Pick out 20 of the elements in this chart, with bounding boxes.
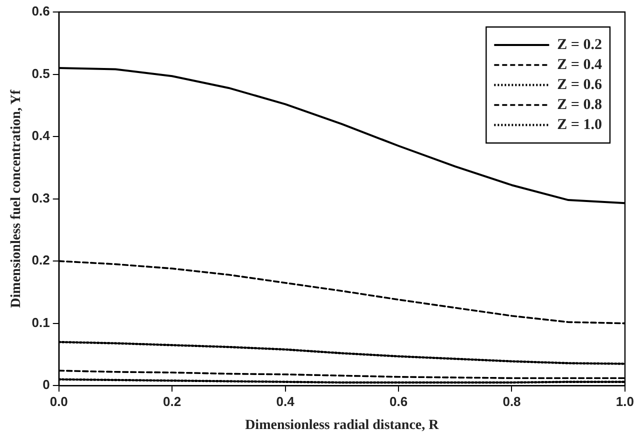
y-tick-label: 0.4	[32, 128, 51, 144]
y-tick-label: 0	[42, 377, 50, 392]
x-tick-label: 0.2	[163, 394, 182, 409]
x-tick-label: 0.6	[389, 394, 408, 409]
x-tick-label: 0.8	[502, 394, 521, 409]
x-axis-title: Dimensionless radial distance, R	[245, 418, 440, 434]
y-tick-label: 0.5	[32, 66, 50, 81]
legend-label: Z = 0.2	[557, 36, 602, 53]
x-tick-label: 0.0	[50, 394, 68, 409]
legend-label: Z = 0.6	[557, 76, 602, 93]
y-tick-label: 0.2	[32, 252, 50, 268]
x-tick-label: 1.0	[616, 394, 634, 409]
y-tick-label: 0.6	[32, 4, 50, 19]
legend-label: Z = 0.8	[557, 96, 602, 113]
legend-label: Z = 0.4	[557, 56, 602, 73]
y-tick-label: 0.3	[32, 190, 50, 206]
y-axis-title: Dimensionless fuel concentration, Yf	[9, 89, 24, 308]
legend-label: Z = 1.0	[557, 116, 602, 133]
y-tick-label: 0.1	[32, 314, 50, 330]
x-tick-label: 0.4	[276, 394, 296, 409]
